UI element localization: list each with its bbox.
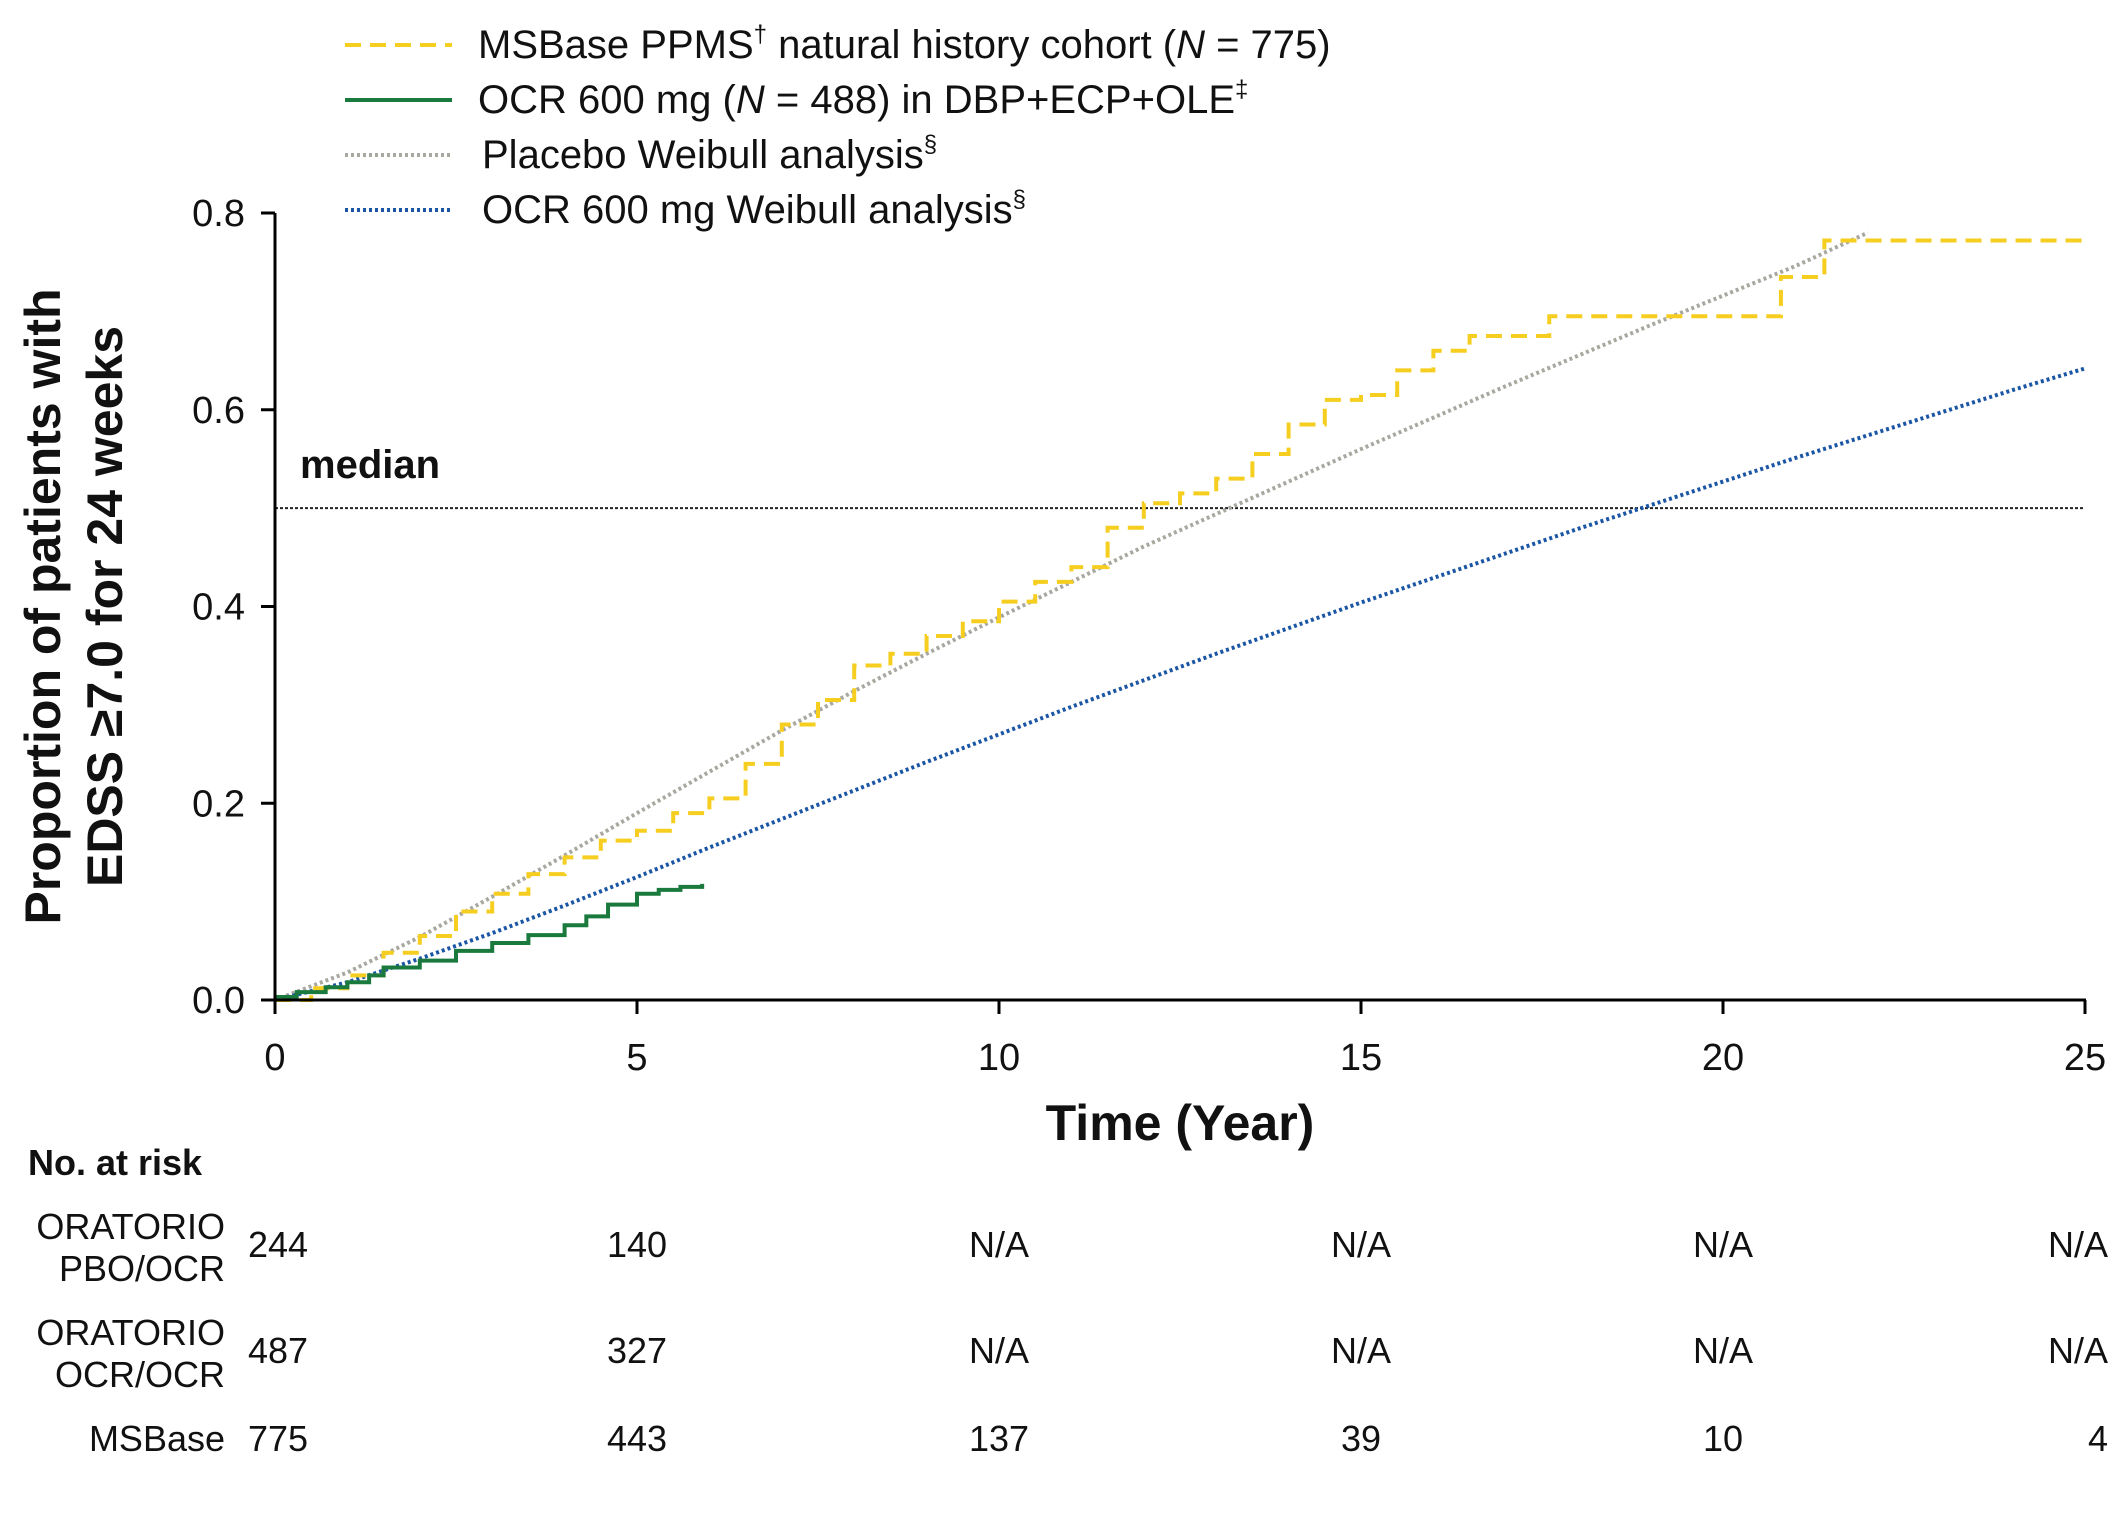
y-tick-label: 0.6 [192, 390, 245, 432]
legend-label-part: Placebo Weibull analysis [482, 133, 924, 177]
legend-label-part: § [1013, 186, 1026, 213]
x-axis-label: Time (Year) [1046, 1095, 1315, 1151]
legend-label-part: N [1176, 23, 1205, 67]
legend-label-part: OCR 600 mg Weibull analysis [482, 188, 1013, 232]
risk-row-label: ORATORIO PBO/OCR [36, 1206, 225, 1290]
x-tick-label: 15 [1340, 1037, 1382, 1079]
legend-label-part: † [754, 21, 767, 48]
legend-label-part: ‡ [1235, 76, 1248, 103]
legend-label-part: = 488) in DBP+ECP+OLE [765, 78, 1235, 122]
risk-row-label: MSBase [89, 1418, 225, 1460]
legend-label: Placebo Weibull analysis§ [482, 131, 937, 177]
risk-value: 443 [606, 1418, 668, 1459]
risk-value: N/A [1692, 1330, 1754, 1371]
x-tick-label: 20 [1702, 1037, 1744, 1079]
legend-label-part: OCR 600 mg ( [478, 78, 737, 122]
risk-value: N/A [1330, 1224, 1392, 1265]
risk-value: 140 [606, 1224, 668, 1265]
risk-table-title: No. at risk [28, 1142, 203, 1183]
risk-value: 487 [248, 1330, 309, 1371]
risk-row-label-line: OCR/OCR [55, 1354, 225, 1395]
legend-label-part: MSBase PPMS [478, 23, 754, 67]
risk-row-label: ORATORIO OCR/OCR [36, 1312, 225, 1396]
series-line-2 [274, 230, 1869, 1002]
risk-value: 39 [1340, 1418, 1382, 1459]
legend-label-part: natural history cohort ( [767, 23, 1177, 67]
y-axis-label-line: Proportion of patients with [15, 288, 71, 924]
y-tick-label: 0.4 [192, 587, 245, 629]
risk-row-label-line: ORATORIO [36, 1206, 225, 1247]
y-tick-label: 0.8 [192, 193, 245, 235]
risk-value: N/A [1692, 1224, 1754, 1265]
risk-value: N/A [1330, 1330, 1392, 1371]
risk-value: N/A [968, 1330, 1030, 1371]
risk-value: 244 [248, 1224, 309, 1265]
series-layer [274, 230, 2086, 1002]
x-tick-label: 25 [2064, 1037, 2106, 1079]
x-tick-label: 10 [978, 1037, 1020, 1079]
y-axis-label: Proportion of patients with EDSS ≥7.0 for… [15, 288, 133, 924]
risk-value: 775 [248, 1418, 309, 1459]
risk-row-label-line: ORATORIO [36, 1312, 225, 1353]
axes: 0 5 10 15 20 25 0.0 0.2 0.4 0.6 0.8 Time (Year) Prop… [15, 193, 2106, 1151]
series-line-0 [275, 238, 2085, 1002]
risk-value: 137 [968, 1418, 1030, 1459]
y-axis-label-line: EDSS ≥7.0 for 24 weeks [77, 326, 133, 887]
risk-row-label-line: MSBase [88, 1418, 225, 1459]
legend-label: OCR 600 mg Weibull analysis§ [482, 186, 1026, 232]
legend-label-part: N [736, 78, 765, 122]
series-line-1 [275, 883, 705, 1000]
legend-label-part: § [924, 131, 937, 158]
risk-value: 327 [606, 1330, 668, 1371]
median-label: median [300, 443, 440, 487]
risk-value: 4 [2087, 1418, 2108, 1459]
y-tick-label: 0.2 [192, 783, 245, 825]
median-reference: median [275, 443, 2085, 510]
y-tick-label: 0.0 [192, 980, 245, 1022]
risk-value: N/A [2047, 1224, 2108, 1265]
legend-label: OCR 600 mg (N = 488) in DBP+ECP+OLE‡ [478, 76, 1248, 122]
series-line-3 [274, 366, 2086, 1002]
risk-value: N/A [2047, 1330, 2108, 1371]
risk-value: N/A [968, 1224, 1030, 1265]
x-tick-label: 5 [626, 1037, 647, 1079]
x-tick-label: 0 [264, 1037, 285, 1079]
legend-label: MSBase PPMS† natural history cohort (N =… [478, 21, 1331, 67]
risk-row-label-line: PBO/OCR [58, 1248, 225, 1289]
risk-value: 10 [1702, 1418, 1744, 1459]
legend-label-part: = 775) [1205, 23, 1331, 67]
legend: MSBase PPMS† natural history cohort (N =… [345, 21, 1331, 232]
